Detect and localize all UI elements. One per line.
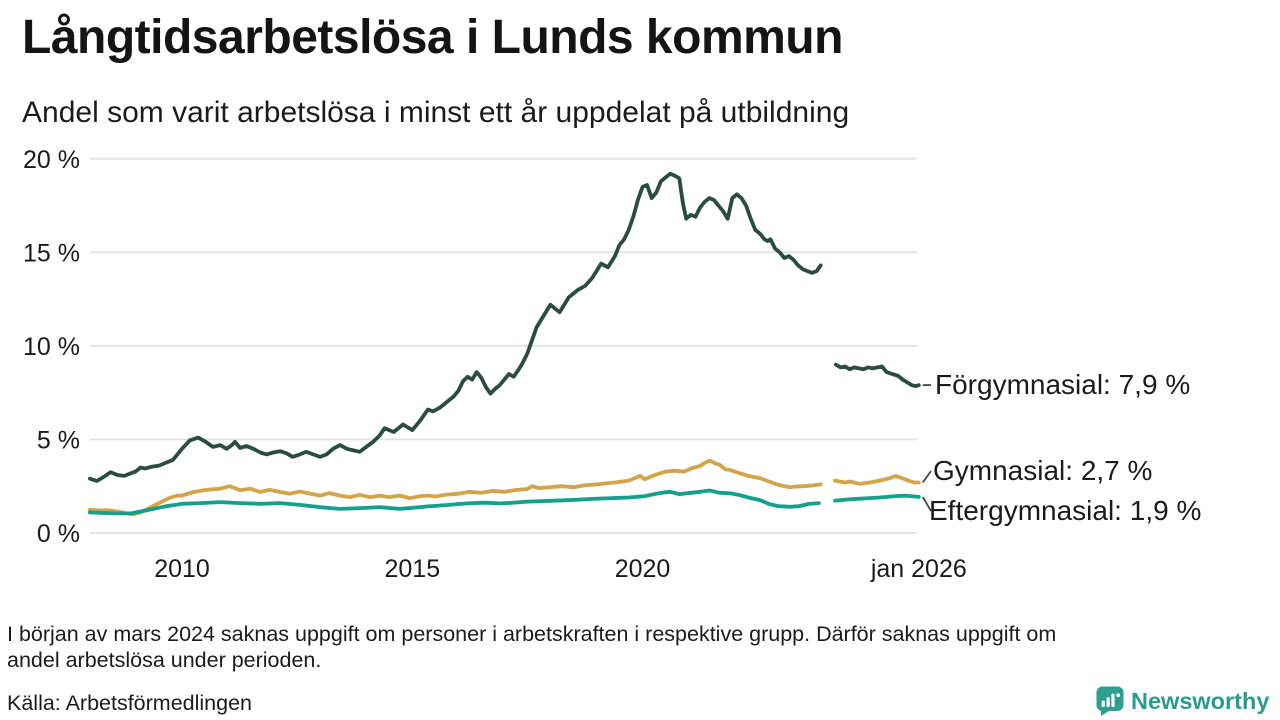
series-line-eftergymnasial [833,493,921,503]
x-tick-label: 2020 [615,555,671,583]
x-tick-label: 2015 [384,555,440,583]
y-tick-label: 0 % [37,520,80,548]
y-tick-label: 10 % [23,333,80,361]
y-tick-label: 20 % [23,146,80,174]
newsworthy-logo: Newsworthy [1096,686,1269,716]
series-line-forgymnasial [88,171,823,483]
series-label-gymnasial: Gymnasial: 2,7 % [933,455,1153,486]
source-credit: Källa: Arbetsförmedlingen [7,691,253,715]
chart-plot: 0 % 5 % 10 % 15 % 20 % 2010 2015 2020 jan 2026 [23,146,967,583]
page-subtitle: Andel som varit arbetslösa i minst ett å… [22,96,850,129]
footnote-line1: I början av mars 2024 saknas uppgift om … [7,622,1057,646]
series-label-eftergymnasial: Eftergymnasial: 1,9 % [929,495,1202,526]
label-connector-eftergymnasial [922,496,932,512]
y-tick-label: 5 % [37,426,80,454]
newsworthy-logo-text: Newsworthy [1131,687,1270,714]
newsworthy-logo-icon [1096,686,1124,716]
label-connector-gymnasial [922,470,932,484]
x-tick-label: 2010 [154,555,210,583]
series-line-eftergymnasial [88,488,821,516]
series-line-gymnasial [88,458,823,517]
footnote-line2: andel arbetslösa under perioden. [7,648,322,672]
series-line-gymnasial [833,473,921,486]
page-title: Långtidsarbetslösa i Lunds kommun [22,11,843,64]
y-tick-label: 15 % [23,239,80,267]
series-label-forgymnasial: Förgymnasial: 7,9 % [935,369,1191,400]
series-line-forgymnasial [834,362,921,389]
x-tick-label: jan 2026 [870,555,967,583]
footnote: I början av mars 2024 saknas uppgift om … [7,621,1056,673]
